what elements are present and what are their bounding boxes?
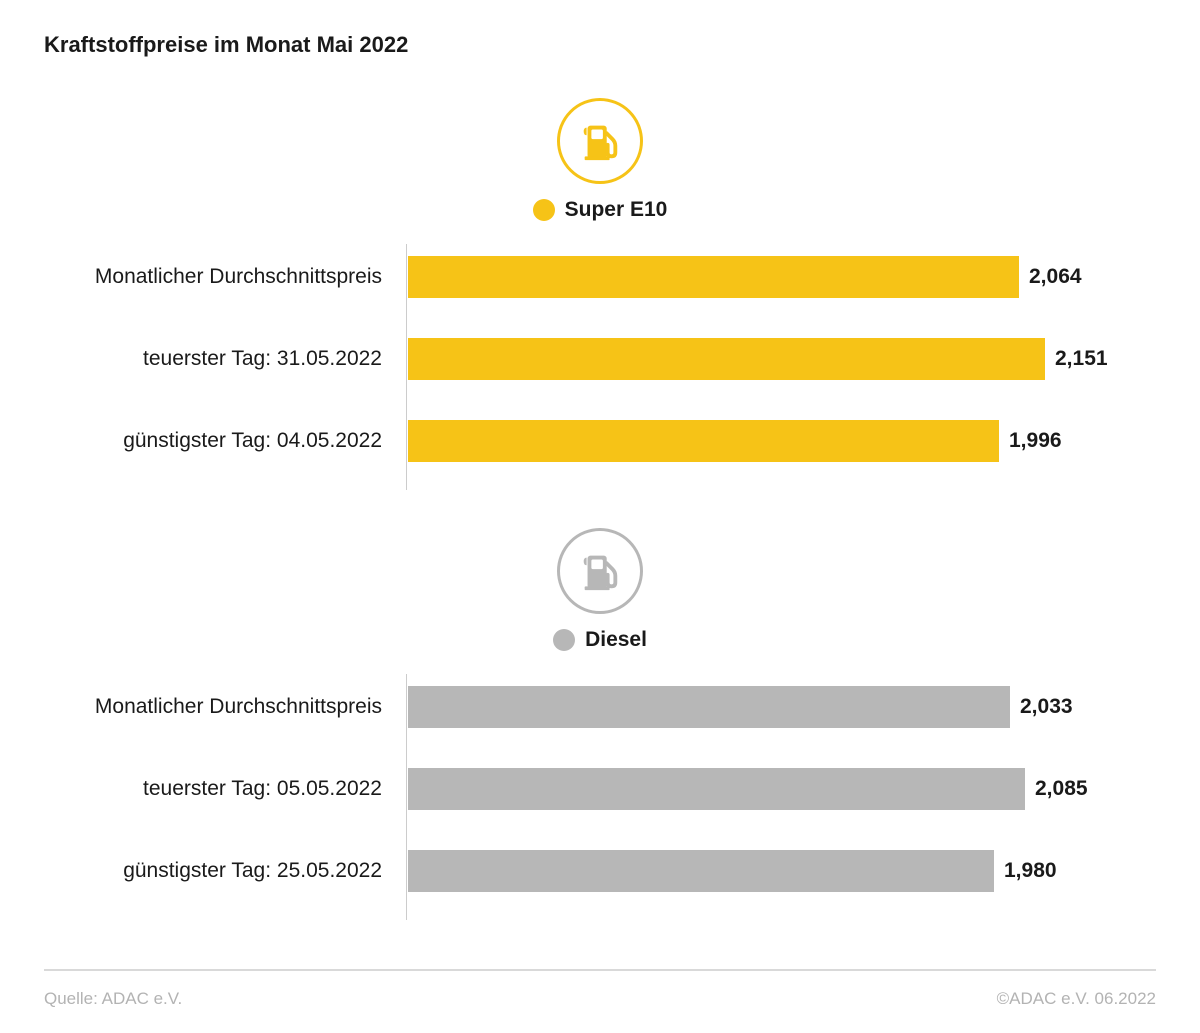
- bar-wrap: 2,085: [402, 768, 1156, 810]
- bar-value: 2,064: [1019, 265, 1082, 289]
- bar-wrap: 2,064: [402, 256, 1156, 298]
- bar-wrap: 1,996: [402, 420, 1156, 462]
- chart-title: Kraftstoffpreise im Monat Mai 2022: [44, 32, 1156, 58]
- bar-row: Monatlicher Durchschnittspreis 2,064: [44, 256, 1156, 298]
- bar: [408, 686, 1010, 728]
- bar-label: günstigster Tag: 25.05.2022: [44, 859, 402, 883]
- bar-wrap: 2,033: [402, 686, 1156, 728]
- chart-container: Kraftstoffpreise im Monat Mai 2022 Super…: [0, 0, 1200, 1033]
- fuel-section-diesel: Diesel Monatlicher Durchschnittspreis 2,…: [44, 528, 1156, 914]
- bar-row: teuerster Tag: 05.05.2022 2,085: [44, 768, 1156, 810]
- fuel-name-row: Super E10: [533, 198, 668, 222]
- fuel-name-row: Diesel: [553, 628, 647, 652]
- bar-row: teuerster Tag: 31.05.2022 2,151: [44, 338, 1156, 380]
- legend-dot: [533, 199, 555, 221]
- fuel-pump-icon: [557, 98, 643, 184]
- fuel-pump-icon: [557, 528, 643, 614]
- bar-row: günstigster Tag: 04.05.2022 1,996: [44, 420, 1156, 462]
- bar-row: günstigster Tag: 25.05.2022 1,980: [44, 850, 1156, 892]
- bar: [408, 420, 999, 462]
- bar-label: günstigster Tag: 04.05.2022: [44, 429, 402, 453]
- fuel-pump-svg: [577, 548, 623, 594]
- fuel-pump-svg: [577, 118, 623, 164]
- bar-label: Monatlicher Durchschnittspreis: [44, 265, 402, 289]
- fuel-section-super-e10: Super E10 Monatlicher Durchschnittspreis…: [44, 98, 1156, 484]
- footer-divider: [44, 969, 1156, 971]
- fuel-header: Diesel: [44, 528, 1156, 652]
- bar-wrap: 2,151: [402, 338, 1156, 380]
- bar-wrap: 1,980: [402, 850, 1156, 892]
- fuel-name: Super E10: [565, 198, 668, 222]
- bar-row: Monatlicher Durchschnittspreis 2,033: [44, 686, 1156, 728]
- bar: [408, 338, 1045, 380]
- bar-label: teuerster Tag: 31.05.2022: [44, 347, 402, 371]
- source-label: Quelle: ADAC e.V.: [44, 989, 182, 1009]
- footer: Quelle: ADAC e.V. ©ADAC e.V. 06.2022: [44, 989, 1156, 1009]
- bars-area: Monatlicher Durchschnittspreis 2,033 teu…: [44, 680, 1156, 914]
- bar-value: 2,085: [1025, 777, 1088, 801]
- bar-label: teuerster Tag: 05.05.2022: [44, 777, 402, 801]
- legend-dot: [553, 629, 575, 651]
- bar-value: 1,980: [994, 859, 1057, 883]
- bar: [408, 850, 994, 892]
- bar-value: 2,151: [1045, 347, 1108, 371]
- bar: [408, 768, 1025, 810]
- fuel-header: Super E10: [44, 98, 1156, 222]
- bar: [408, 256, 1019, 298]
- fuel-name: Diesel: [585, 628, 647, 652]
- bar-value: 2,033: [1010, 695, 1073, 719]
- bar-label: Monatlicher Durchschnittspreis: [44, 695, 402, 719]
- bars-area: Monatlicher Durchschnittspreis 2,064 teu…: [44, 250, 1156, 484]
- copyright-label: ©ADAC e.V. 06.2022: [997, 989, 1156, 1009]
- bar-value: 1,996: [999, 429, 1062, 453]
